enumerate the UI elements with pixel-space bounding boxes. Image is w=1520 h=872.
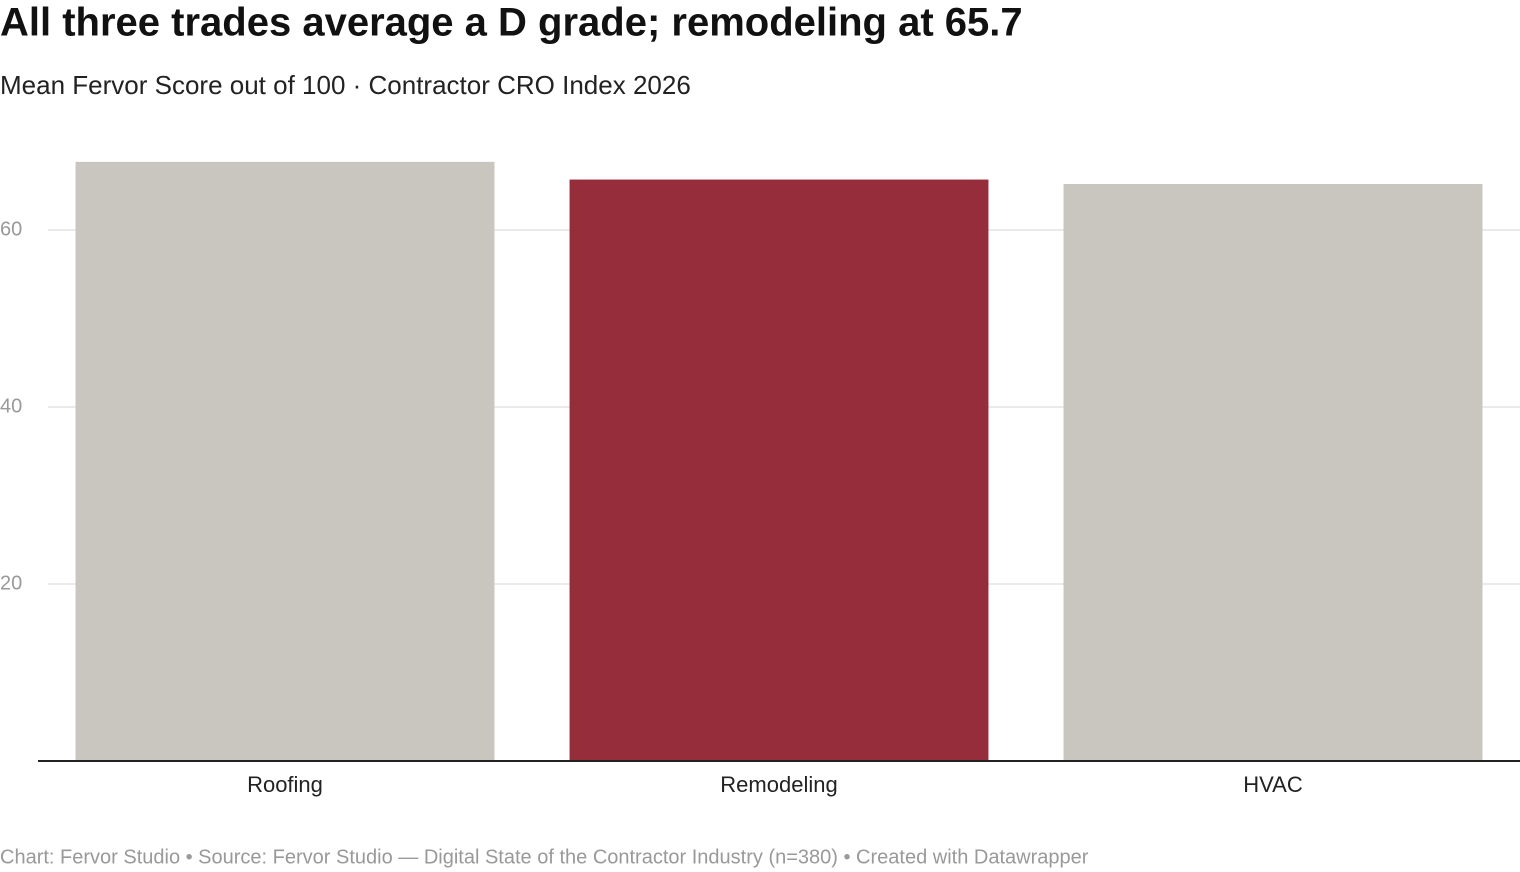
y-tick-label: 60 — [0, 218, 22, 240]
bar — [1063, 183, 1483, 762]
chart-source: Chart: Fervor Studio • Source: Fervor St… — [0, 846, 1089, 868]
bar — [569, 179, 989, 761]
x-tick-label: Remodeling — [720, 772, 837, 797]
bar — [75, 161, 495, 762]
y-tick-label: 20 — [0, 572, 22, 594]
x-tick-label: HVAC — [1243, 772, 1303, 797]
chart-subtitle: Mean Fervor Score out of 100 · Contracto… — [0, 70, 691, 100]
x-tick-label: Roofing — [247, 772, 323, 797]
y-tick-label: 40 — [0, 395, 22, 417]
chart-title: All three trades average a D grade; remo… — [0, 1, 1023, 45]
